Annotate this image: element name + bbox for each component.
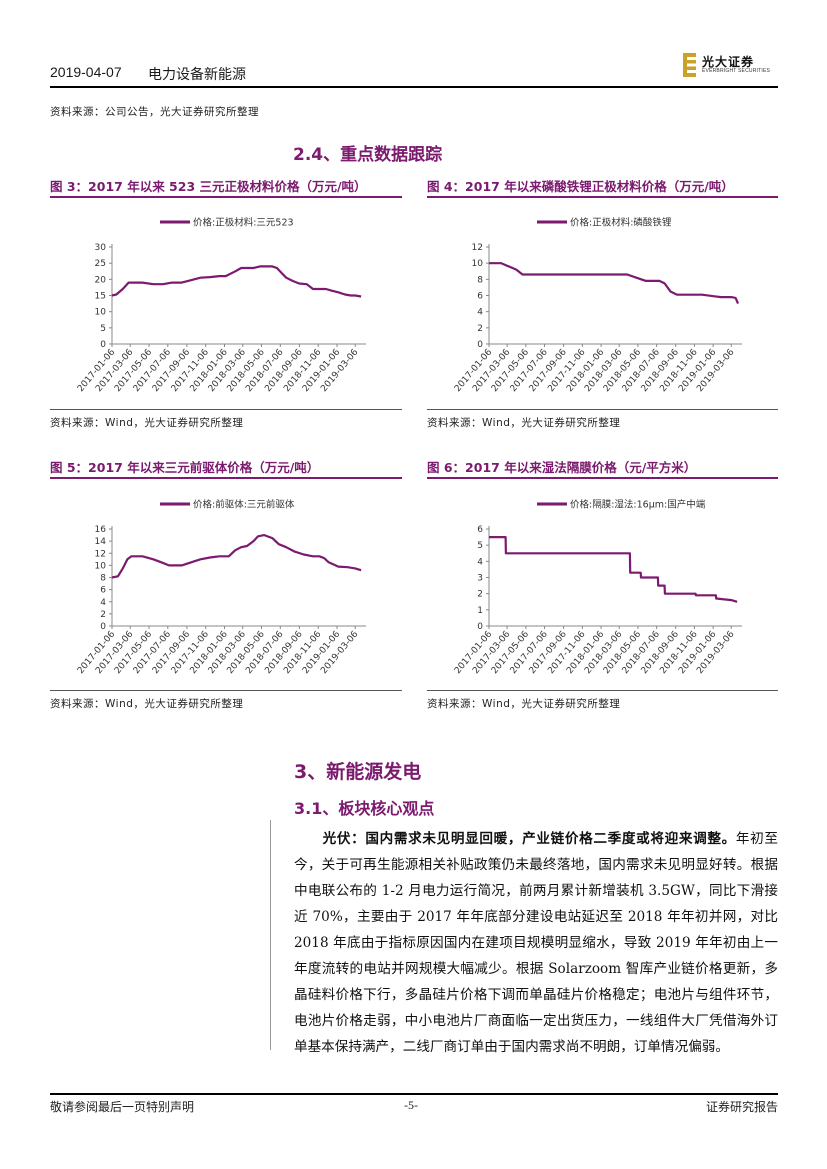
- y-tick-label: 10: [472, 259, 484, 269]
- legend-label: 价格:正极材料:磷酸铁锂: [570, 217, 672, 229]
- figure-6-chart: 价格:隔膜:湿法:16μm:国产中端 0 1 2 3 4 5 6 2017-01-06 2017-…: [427, 482, 778, 687]
- figure-6-title-rule: [427, 477, 778, 479]
- figure-4-source: 资料来源：Wind，光大证券研究所整理: [427, 417, 621, 429]
- y-tick-label: 2: [477, 590, 483, 600]
- y-tick-label: 4: [477, 557, 483, 567]
- y-tick-label: 5: [100, 324, 106, 334]
- chart-legend: 价格:正极材料:磷酸铁锂: [537, 217, 672, 229]
- figure-4-title: 图 4：2017 年以来磷酸铁锂正极材料价格（万元/吨）: [427, 179, 734, 194]
- y-tick-label: 2: [100, 610, 106, 620]
- y-tick-label: 5: [477, 541, 483, 551]
- chart-svg: 价格:正极材料:磷酸铁锂0246810122017-01-062017-03-0…: [453, 217, 742, 394]
- header-rule: [50, 86, 778, 88]
- y-tick-label: 20: [95, 275, 107, 285]
- section-3-title: 3、新能源发电: [294, 761, 422, 783]
- y-tick-label: 3: [477, 574, 483, 584]
- figure-6-title: 图 6：2017 年以来湿法隔膜价格（元/平方米）: [427, 460, 697, 475]
- pv-paragraph-body: 年初至今，关于可再生能源相关补贴政策仍未最终落地，国内需求未见明显好转。根据中电…: [294, 831, 778, 1055]
- chart-svg: 价格:前驱体:三元前驱体02468101214162017-01-062017-…: [76, 499, 366, 676]
- figure-5-source: 资料来源：Wind，光大证券研究所整理: [50, 698, 244, 710]
- figure-3-chart: 价格:正极材料:三元523 0 5 10 15 20 25 30 2017-01-06 2017-…: [50, 200, 402, 405]
- footer-report-type: 证券研究报告: [705, 1100, 778, 1114]
- company-logo: 光大证券 EVERBRIGHT SECURITIES: [682, 52, 774, 80]
- y-tick-label: 8: [477, 275, 483, 285]
- y-tick-label: 25: [95, 259, 106, 269]
- footer-rule: [50, 1093, 778, 1095]
- pv-paragraph-lead: 光伏：国内需求未见明显回暖，产业链价格二季度或将迎来调整。: [322, 831, 736, 847]
- section-2-4-title: 2.4、重点数据跟踪: [293, 145, 443, 165]
- series-line: [111, 533, 362, 579]
- y-tick-label: 2: [477, 324, 483, 334]
- figure-6-source: 资料来源：Wind，光大证券研究所整理: [427, 698, 621, 710]
- figure-5-chart: 价格:前驱体:三元前驱体 0 2 4 6 8 10 12 14 16 2017-01-06 2017-…: [50, 482, 402, 687]
- section-3-1-title: 3.1、板块核心观点: [294, 799, 435, 818]
- y-tick-label: 12: [95, 549, 106, 559]
- chart-svg: 价格:隔膜:湿法:16μm:国产中端01234562017-01-062017-…: [453, 499, 742, 676]
- logo-text-cn: 光大证券: [702, 55, 755, 69]
- y-tick-label: 4: [100, 598, 106, 608]
- y-tick-label: 15: [95, 292, 106, 302]
- y-tick-label: 6: [477, 292, 483, 302]
- series-line: [489, 262, 740, 305]
- y-tick-label: 1: [477, 606, 483, 616]
- series-line: [111, 265, 362, 298]
- page-number: -5-: [404, 1098, 418, 1112]
- y-tick-label: 6: [100, 586, 106, 596]
- logo-mark-icon: [683, 53, 696, 77]
- y-tick-label: 0: [477, 340, 483, 350]
- page-header: 2019-04-07 电力设备新能源 光大证券 EVERBRIGHT SECUR…: [50, 53, 778, 84]
- report-date: 2019-04-07: [50, 64, 122, 80]
- y-tick-label: 4: [477, 308, 483, 318]
- y-tick-label: 14: [95, 537, 107, 547]
- figure-5-source-rule: [50, 690, 402, 691]
- y-tick-label: 0: [477, 622, 483, 632]
- report-sector: 电力设备新能源: [148, 67, 246, 83]
- chart-legend: 价格:前驱体:三元前驱体: [160, 499, 295, 511]
- top-source-note: 资料来源：公司公告，光大证券研究所整理: [50, 106, 259, 118]
- figure-5-title: 图 5：2017 年以来三元前驱体价格（万元/吨）: [50, 460, 320, 475]
- logo-text-en: EVERBRIGHT SECURITIES: [702, 68, 771, 74]
- chart-legend: 价格:隔膜:湿法:16μm:国产中端: [537, 499, 706, 511]
- y-tick-label: 0: [100, 340, 106, 350]
- figure-3-source: 资料来源：Wind，光大证券研究所整理: [50, 417, 244, 429]
- figure-3-title-rule: [50, 196, 402, 198]
- legend-label: 价格:正极材料:三元523: [193, 217, 294, 229]
- legend-label: 价格:隔膜:湿法:16μm:国产中端: [570, 499, 706, 511]
- figure-5-title-rule: [50, 477, 402, 479]
- figure-3-title: 图 3：2017 年以来 523 三元正极材料价格（万元/吨）: [50, 179, 367, 194]
- y-tick-label: 6: [477, 525, 483, 535]
- series-line: [489, 535, 738, 603]
- figure-4-title-rule: [427, 196, 778, 198]
- legend-label: 价格:前驱体:三元前驱体: [193, 499, 295, 511]
- y-tick-label: 12: [472, 243, 483, 253]
- y-tick-label: 0: [100, 622, 106, 632]
- y-tick-label: 16: [95, 525, 107, 535]
- footer-disclaimer: 敬请参阅最后一页特别声明: [50, 1100, 195, 1114]
- y-tick-label: 30: [95, 243, 107, 253]
- figure-4-source-rule: [427, 409, 778, 410]
- sidebar-divider: [270, 820, 272, 1050]
- y-tick-label: 10: [95, 561, 107, 571]
- figure-4-chart: 价格:正极材料:磷酸铁锂 0 2 4 6 8 10 12 2017-01-06 2017-03-0…: [427, 200, 778, 405]
- figure-6-source-rule: [427, 690, 778, 691]
- y-tick-label: 8: [100, 574, 106, 584]
- chart-legend: 价格:正极材料:三元523: [160, 217, 294, 229]
- chart-svg: 价格:正极材料:三元5230510152025302017-01-062017-…: [76, 217, 366, 394]
- pv-paragraph: 光伏：国内需求未见明显回暖，产业链价格二季度或将迎来调整。年初至今，关于可再生能…: [294, 826, 778, 1060]
- y-tick-label: 10: [95, 308, 107, 318]
- figure-3-source-rule: [50, 409, 402, 410]
